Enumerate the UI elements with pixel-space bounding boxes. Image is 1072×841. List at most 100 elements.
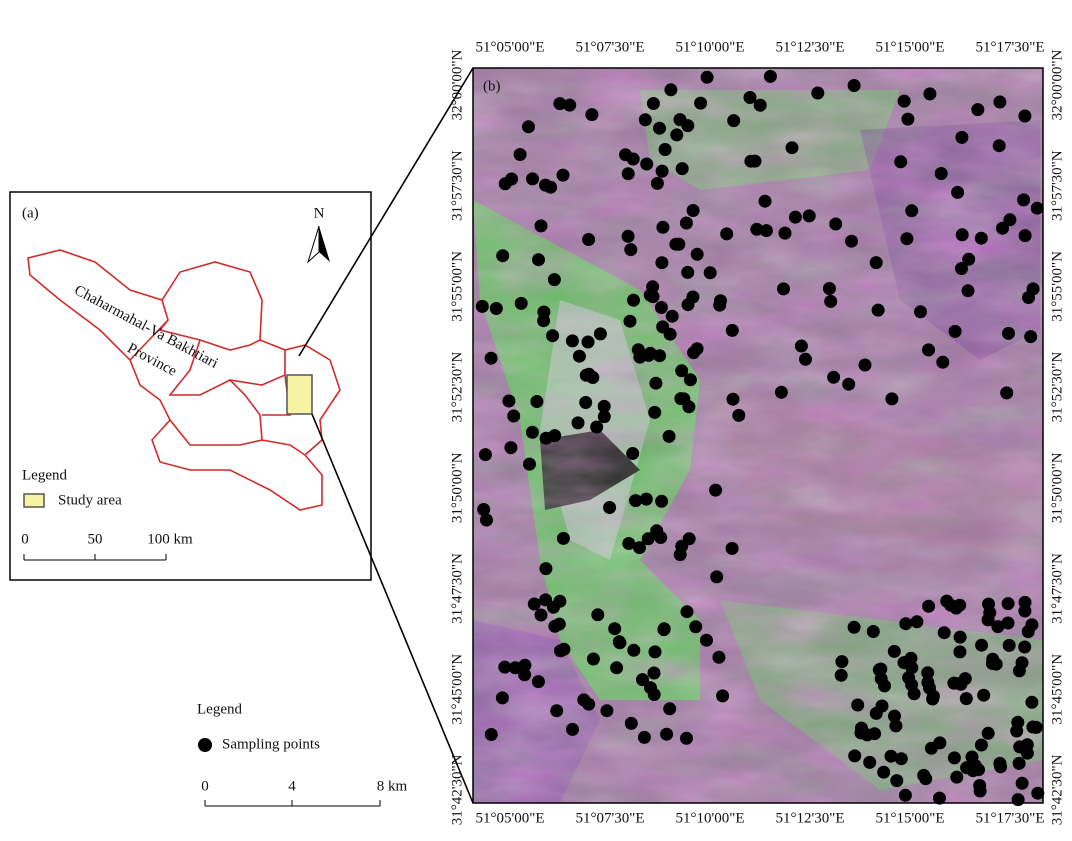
sampling-point	[933, 736, 946, 749]
sampling-point	[894, 155, 907, 168]
sampling-point	[971, 103, 984, 116]
sampling-point	[654, 531, 667, 544]
sampling-point	[625, 717, 638, 730]
scale-label: 8 km	[377, 778, 408, 794]
sampling-point	[563, 99, 576, 112]
sampling-point	[885, 750, 898, 763]
sampling-point	[775, 386, 788, 399]
sampling-point	[526, 172, 539, 185]
sampling-point	[863, 756, 876, 769]
sampling-point	[682, 298, 695, 311]
sampling-point	[701, 71, 714, 84]
sampling-point	[923, 87, 936, 100]
sampling-point	[548, 273, 561, 286]
sampling-point	[786, 141, 799, 154]
sampling-point	[485, 728, 498, 741]
sampling-point	[1019, 229, 1032, 242]
sampling-point	[1025, 696, 1038, 709]
sampling-point	[1018, 110, 1031, 123]
sampling-point	[655, 495, 668, 508]
sampling-point	[572, 416, 585, 429]
longitude-label: 51°15'00"E	[876, 810, 945, 826]
sampling-point	[905, 678, 918, 691]
sampling-point	[518, 668, 531, 681]
latitude-label: 31°52'30"N	[449, 352, 465, 423]
sampling-point	[558, 643, 571, 656]
longitude-label: 51°05'00"E	[476, 810, 545, 826]
longitude-label: 51°12'30"E	[776, 810, 845, 826]
latitude-label: 31°42'30"N	[449, 754, 465, 825]
sampling-point	[1013, 664, 1026, 677]
study-area	[287, 375, 312, 414]
sampling-point	[1018, 641, 1031, 654]
sampling-point	[502, 395, 515, 408]
sampling-point	[622, 230, 635, 243]
sampling-point	[727, 114, 740, 127]
sampling-point	[972, 763, 985, 776]
sampling-point	[960, 692, 973, 705]
longitude-label: 51°10'00"E	[676, 810, 745, 826]
sampling-point	[1003, 639, 1016, 652]
longitude-label: 51°12'30"E	[776, 39, 845, 55]
panel-label: (b)	[483, 78, 501, 94]
sampling-point	[704, 266, 717, 279]
sampling-point	[777, 282, 790, 295]
sampling-point	[1013, 757, 1026, 770]
sampling-point	[944, 599, 957, 612]
sampling-point	[935, 167, 948, 180]
latitude-label: 31°42'30"N	[1049, 754, 1065, 825]
sampling-point	[659, 143, 672, 156]
sampling-point	[660, 728, 673, 741]
legend-title: Legend	[197, 701, 242, 717]
sampling-point	[514, 148, 527, 161]
sampling-point	[647, 290, 660, 303]
sampling-point	[577, 693, 590, 706]
sampling-point	[1024, 330, 1037, 343]
legend-title: Legend	[22, 467, 67, 483]
sampling-point	[954, 678, 967, 691]
sampling-point	[795, 340, 808, 353]
latitude-label: 31°52'30"N	[1049, 352, 1065, 423]
sampling-point	[656, 221, 669, 234]
sampling-point	[523, 458, 536, 471]
sampling-point	[655, 256, 668, 269]
sampling-point	[672, 238, 685, 251]
sampling-point	[914, 305, 927, 318]
panel-label: (a)	[22, 205, 39, 221]
sampling-point	[955, 131, 968, 144]
sampling-point	[910, 615, 923, 628]
sampling-point	[675, 364, 688, 377]
sampling-point	[496, 249, 509, 262]
sampling-point	[899, 789, 912, 802]
sampling-point	[823, 282, 836, 295]
sampling-point	[922, 600, 935, 613]
sampling-point	[515, 297, 528, 310]
sampling-point	[505, 173, 518, 186]
sampling-point	[663, 430, 676, 443]
sampling-point	[590, 421, 603, 434]
sampling-point	[485, 352, 498, 365]
sampling-point	[680, 732, 693, 745]
sampling-point	[877, 766, 890, 779]
latitude-label: 31°57'30"N	[449, 150, 465, 221]
sampling-point	[613, 636, 626, 649]
sampling-point	[899, 617, 912, 630]
sampling-point	[905, 204, 918, 217]
legend-label: Study area	[58, 492, 122, 508]
sampling-point	[975, 232, 988, 245]
sampling-point	[859, 359, 872, 372]
sampling-point	[603, 501, 616, 514]
sampling-point	[921, 666, 934, 679]
sampling-point	[922, 343, 935, 356]
scale-label: 0	[21, 531, 29, 547]
sampling-point	[744, 91, 757, 104]
sampling-point	[498, 661, 511, 674]
sampling-point	[644, 347, 657, 360]
sampling-point	[966, 751, 979, 764]
latitude-label: 31°45'00"N	[449, 654, 465, 725]
sampling-point	[990, 658, 1003, 671]
sampling-point	[848, 749, 861, 762]
sampling-point	[789, 211, 802, 224]
sampling-point	[905, 652, 918, 665]
sampling-point	[479, 448, 492, 461]
